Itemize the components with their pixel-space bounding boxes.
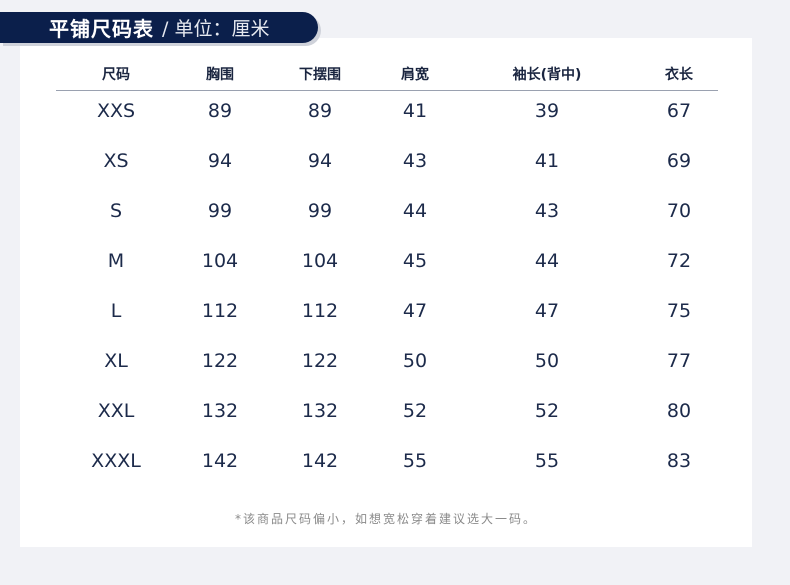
column-header: 袖长(背中) bbox=[512, 67, 582, 83]
table-cell: 72 bbox=[666, 250, 692, 272]
column-header: 衣长 bbox=[665, 67, 693, 83]
table-cell: 142 bbox=[301, 450, 339, 472]
table-cell: 132 bbox=[201, 400, 239, 422]
banner-unit: / 单位：厘米 bbox=[162, 18, 270, 40]
size-note: *该商品尺码偏小，如想宽松穿着建议选大一码。 bbox=[234, 512, 538, 526]
table-cell: 77 bbox=[666, 350, 692, 372]
table-cell: 55 bbox=[534, 450, 560, 472]
table-cell: 104 bbox=[201, 250, 239, 272]
table-cell: 45 bbox=[402, 250, 428, 272]
table-cell: 55 bbox=[402, 450, 428, 472]
table-cell: 41 bbox=[402, 100, 428, 122]
table-cell: 70 bbox=[666, 200, 692, 222]
column-header: 下摆围 bbox=[299, 67, 341, 83]
table-cell: 67 bbox=[666, 100, 692, 122]
table-cell: 50 bbox=[534, 350, 560, 372]
table-cell: 122 bbox=[301, 350, 339, 372]
table-cell: 99 bbox=[207, 200, 233, 222]
table-cell: 94 bbox=[307, 150, 333, 172]
table-cell: 43 bbox=[534, 200, 560, 222]
table-cell: 104 bbox=[301, 250, 339, 272]
table-cell: 132 bbox=[301, 400, 339, 422]
title-banner: 平铺尺码表 / 单位：厘米 bbox=[0, 12, 318, 43]
table-cell: 99 bbox=[307, 200, 333, 222]
table-cell: 43 bbox=[402, 150, 428, 172]
table-cell: 47 bbox=[534, 300, 560, 322]
table-cell: 94 bbox=[207, 150, 233, 172]
size-label: XXXL bbox=[91, 450, 141, 472]
table-cell: 44 bbox=[534, 250, 560, 272]
table-cell: 80 bbox=[666, 400, 692, 422]
column-header: 胸围 bbox=[206, 67, 234, 83]
table-cell: 75 bbox=[666, 300, 692, 322]
table-cell: 83 bbox=[666, 450, 692, 472]
size-label: L bbox=[110, 300, 122, 322]
size-label: XL bbox=[104, 350, 128, 372]
size-chart-panel bbox=[20, 38, 752, 547]
table-cell: 44 bbox=[402, 200, 428, 222]
table-cell: 52 bbox=[402, 400, 428, 422]
size-label: S bbox=[109, 200, 123, 222]
table-cell: 69 bbox=[666, 150, 692, 172]
table-cell: 89 bbox=[307, 100, 333, 122]
table-cell: 39 bbox=[534, 100, 560, 122]
column-header: 尺码 bbox=[102, 67, 130, 83]
table-cell: 122 bbox=[201, 350, 239, 372]
size-label: XXL bbox=[97, 400, 135, 422]
table-cell: 89 bbox=[207, 100, 233, 122]
size-label: XXS bbox=[96, 100, 136, 122]
table-cell: 47 bbox=[402, 300, 428, 322]
table-cell: 112 bbox=[301, 300, 339, 322]
table-cell: 41 bbox=[534, 150, 560, 172]
header-divider bbox=[56, 90, 718, 91]
size-label: M bbox=[107, 250, 125, 272]
banner-title: 平铺尺码表 bbox=[49, 17, 154, 41]
size-label: XS bbox=[103, 150, 129, 172]
table-cell: 112 bbox=[201, 300, 239, 322]
table-cell: 50 bbox=[402, 350, 428, 372]
column-header: 肩宽 bbox=[401, 67, 429, 83]
table-cell: 142 bbox=[201, 450, 239, 472]
table-cell: 52 bbox=[534, 400, 560, 422]
